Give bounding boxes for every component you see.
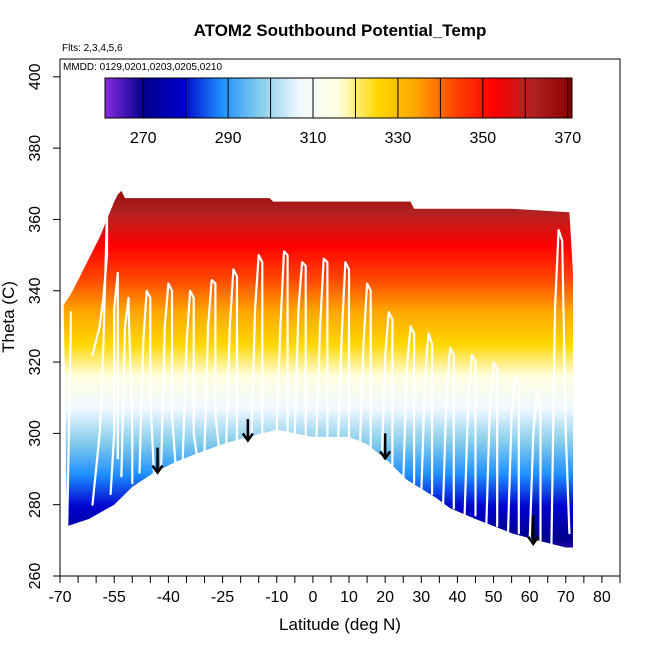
x-axis: -70 -55 -40 -25 -10 0 10 20 30 40 50 60 70 80 [48, 576, 621, 606]
plot-frame [59, 58, 621, 577]
x-tick-label: -55 [103, 589, 126, 606]
y-tick-label: 320 [27, 349, 44, 376]
y-tick-label: 300 [27, 420, 44, 447]
flight-profile-4 [120, 296, 134, 485]
flight-profile-22 [506, 375, 520, 535]
flight-profile-1 [66, 311, 72, 528]
colorbar-tick-label: 330 [385, 130, 412, 147]
flight-profile-2 [91, 211, 109, 506]
y-tick-label: 380 [27, 135, 44, 162]
x-tick-label: -25 [211, 589, 234, 606]
colorbar-tick-label: 270 [130, 130, 157, 147]
flight-profile-13 [315, 257, 329, 438]
y-axis-label: Theta (C) [0, 281, 18, 353]
flight-profile-16 [380, 311, 394, 471]
y-tick-label: 360 [27, 206, 44, 233]
flight-profiles [66, 211, 571, 549]
x-tick-label: -70 [48, 589, 71, 606]
chart-title: ATOM2 Southbound Potential_Temp [194, 21, 487, 40]
y-axis: 260 280 300 320 340 360 380 400 [27, 63, 60, 589]
x-tick-label: 70 [557, 589, 575, 606]
flights-note: Flts: 2,3,4,5,6 [62, 43, 123, 54]
flight-profile-5 [138, 289, 155, 474]
flight-profile-19 [441, 346, 455, 510]
colorbar-tick-label: 310 [300, 130, 327, 147]
flight-profile-11 [275, 250, 289, 435]
y-tick-label: 400 [27, 63, 44, 90]
colorbar-tick-label: 350 [469, 130, 496, 147]
x-tick-label: 60 [521, 589, 539, 606]
x-tick-label: 0 [308, 589, 317, 606]
x-tick-label: 40 [449, 589, 467, 606]
colorbar-tick-label: 290 [215, 130, 242, 147]
flight-profile-18 [420, 332, 434, 496]
arrow-3 [379, 433, 392, 461]
flight-profile-10 [250, 254, 264, 438]
flight-profile-23 [528, 389, 542, 542]
arrow-4 [527, 515, 540, 547]
flight-profile-6 [160, 282, 177, 467]
x-tick-label: -10 [265, 589, 288, 606]
arrow-head [151, 464, 164, 475]
flight-profile-14 [337, 261, 351, 438]
arrow-head [379, 450, 392, 461]
arrow-head [241, 432, 254, 443]
flight-profile-9 [225, 268, 239, 446]
y-tick-label: 340 [27, 277, 44, 304]
arrow-2 [241, 419, 254, 443]
colorbar-ramp [104, 77, 573, 119]
flight-profile-12 [293, 261, 307, 438]
x-tick-label: 50 [485, 589, 503, 606]
vertical-arrows [151, 419, 540, 547]
x-tick-label: 80 [593, 589, 611, 606]
dates-note: MMDD: 0129,0201,0203,0205,0210 [63, 62, 222, 73]
x-tick-label: 20 [376, 589, 394, 606]
y-tick-label: 260 [27, 563, 44, 590]
flight-profile-17 [402, 325, 416, 485]
flight-profile-21 [485, 361, 499, 528]
x-axis-label: Latitude (deg N) [279, 615, 401, 634]
x-tick-label: -40 [157, 589, 180, 606]
arrow-head [527, 536, 540, 547]
colorbar: 270 290 310 330 350 370 [104, 77, 581, 147]
arrow-1 [151, 447, 164, 475]
flight-profile-24 [550, 229, 571, 549]
x-tick-label: 30 [412, 589, 430, 606]
flight-profile-8 [203, 279, 221, 453]
y-tick-label: 280 [27, 491, 44, 518]
flight-profile-3 [109, 271, 119, 496]
flight-profile-7 [181, 289, 199, 460]
flight-profile-20 [463, 353, 477, 517]
x-tick-label: 10 [340, 589, 358, 606]
flight-profile-15 [358, 282, 372, 449]
colorbar-tick-label: 370 [554, 130, 581, 147]
